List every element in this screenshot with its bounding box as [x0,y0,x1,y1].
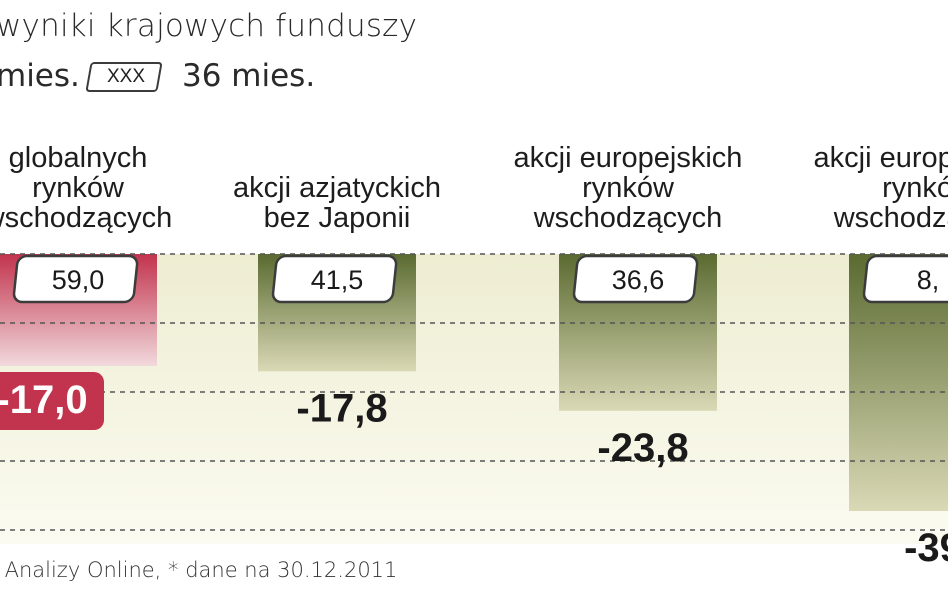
plot-background [0,254,948,544]
category-label-2: akcji europejskich rynków wschodzących [468,143,788,233]
category-label-line: globalnych [8,142,148,174]
category-label-line: wschodzących [0,202,173,234]
value-box-0 [12,254,139,304]
chart-title: wyniki krajowych funduszy [0,8,418,44]
category-label-1: akcji azjatyckich bez Japonii [177,173,497,233]
value-box-2 [572,254,699,304]
source-note: o: Analizy Online, * dane na 30.12.2011 [0,558,398,582]
value-badge-0 [0,372,104,431]
value-label-short-3: -39 [904,526,948,570]
value-label-long-0: 59,0 [52,265,105,295]
legend-long-label: 36 mies. [182,58,316,94]
category-label-line: wschodzących [533,202,723,234]
category-label-line: akcji azjatyckich [233,172,441,204]
legend-swatch-text: XXX [106,66,146,87]
value-label-long-2: 36,6 [612,265,665,295]
value-label-short-1: -17,8 [296,386,387,430]
value-label-short-0: -17,0 [0,378,88,422]
category-label-line: akcji europejskich [813,142,948,174]
category-label-line: rynków [582,172,674,204]
category-label-line: rynków [882,172,948,204]
legend-short-label: mies. [0,58,80,94]
category-label-line: wschodzących [833,202,948,234]
category-label-line: akcji europejskich [513,142,743,174]
category-label-line: bez Japonii [263,202,411,234]
value-label-long-1: 41,5 [311,265,364,295]
category-label-line: rynków [32,172,124,204]
value-box-1 [271,254,398,304]
category-label-0: globalnych rynków wschodzących [0,143,238,233]
value-box-3 [862,254,948,304]
value-label-long-3: 8, [917,265,940,295]
value-label-short-2: -23,8 [597,426,688,470]
